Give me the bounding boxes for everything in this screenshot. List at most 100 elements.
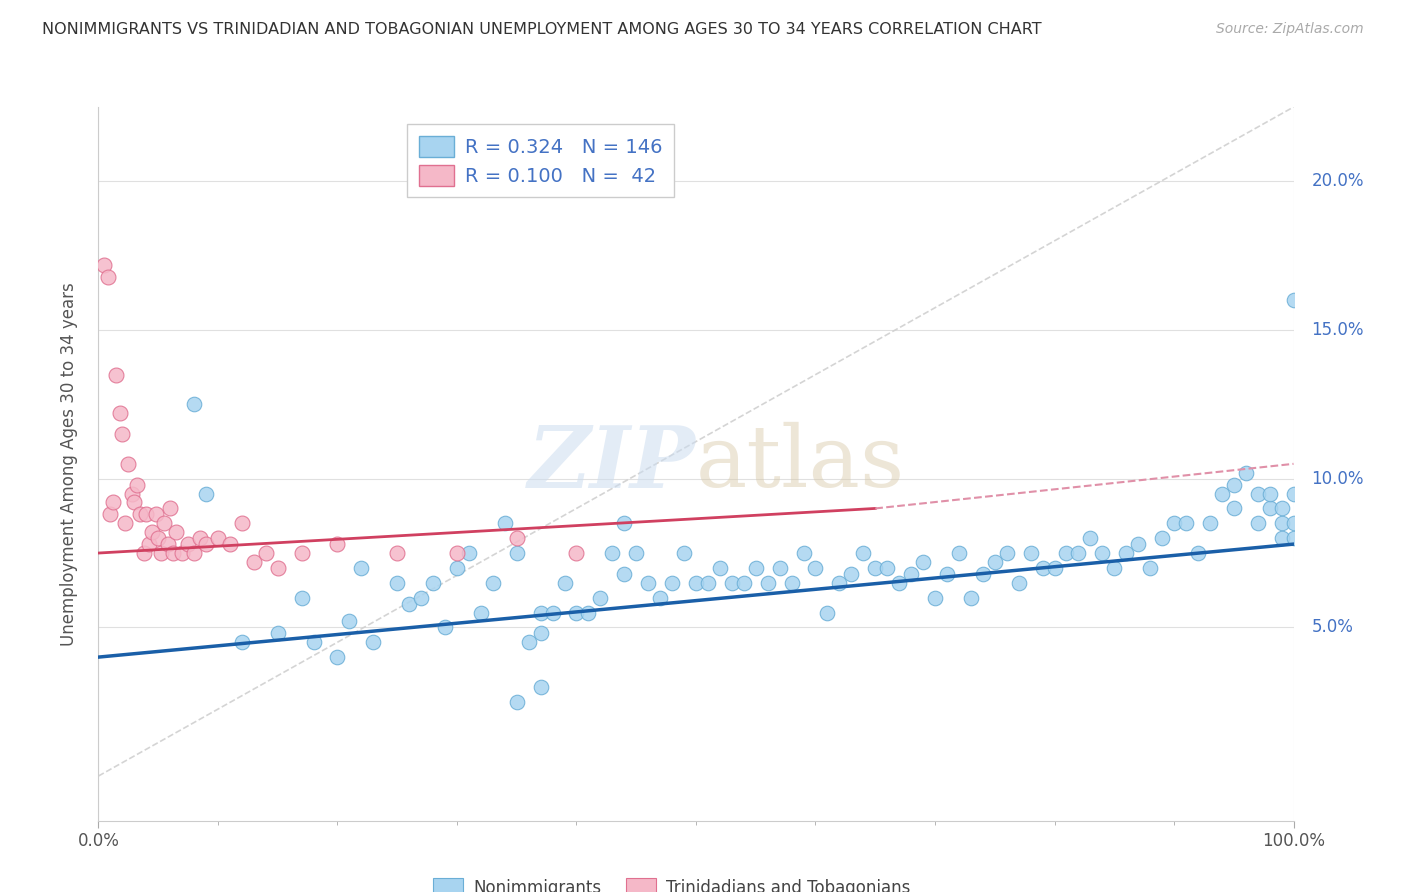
Point: [565, 606, 588, 620]
Point: [1198, 516, 1220, 531]
Point: [1175, 516, 1198, 531]
Point: [121, 486, 143, 500]
Point: [1282, 516, 1305, 531]
Point: [1019, 546, 1042, 560]
Point: [624, 546, 647, 560]
Point: [745, 561, 768, 575]
Point: [337, 615, 360, 629]
Point: [828, 575, 851, 590]
Point: [529, 680, 551, 694]
Point: [1271, 531, 1294, 545]
Point: [924, 591, 946, 605]
Point: [1054, 546, 1078, 560]
Point: [145, 508, 167, 522]
Point: [780, 575, 803, 590]
Point: [1128, 537, 1150, 551]
Point: [165, 525, 187, 540]
Text: NONIMMIGRANTS VS TRINIDADIAN AND TOBAGONIAN UNEMPLOYMENT AMONG AGES 30 TO 34 YEA: NONIMMIGRANTS VS TRINIDADIAN AND TOBAGON…: [42, 22, 1042, 37]
Point: [697, 575, 720, 590]
Point: [446, 546, 468, 560]
Point: [1150, 531, 1173, 545]
Point: [517, 635, 540, 649]
Point: [1282, 486, 1305, 500]
Point: [470, 606, 492, 620]
Point: [673, 546, 696, 560]
Point: [183, 546, 205, 560]
Point: [231, 516, 253, 531]
Point: [105, 368, 128, 382]
Point: [194, 537, 217, 551]
Point: [589, 591, 612, 605]
Point: [1115, 546, 1137, 560]
Point: [114, 516, 136, 531]
Point: [135, 508, 157, 522]
Point: [398, 597, 420, 611]
Point: [804, 561, 827, 575]
Point: [1258, 486, 1281, 500]
Point: [506, 695, 529, 709]
Point: [1067, 546, 1090, 560]
Point: [1271, 516, 1294, 531]
Point: [124, 495, 146, 509]
Point: [600, 546, 623, 560]
Point: [995, 546, 1018, 560]
Point: [149, 546, 172, 560]
Point: [153, 516, 176, 531]
Point: [1007, 575, 1029, 590]
Point: [900, 566, 922, 581]
Point: [183, 397, 205, 411]
Point: [138, 537, 160, 551]
Point: [350, 561, 373, 575]
Point: [648, 591, 672, 605]
Point: [111, 427, 134, 442]
Text: atlas: atlas: [696, 422, 905, 506]
Point: [565, 546, 588, 560]
Point: [983, 555, 1005, 569]
Point: [1211, 486, 1233, 500]
Point: [326, 650, 349, 665]
Point: [1246, 486, 1268, 500]
Point: [231, 635, 253, 649]
Point: [685, 575, 707, 590]
Point: [661, 575, 683, 590]
Point: [541, 606, 564, 620]
Point: [876, 561, 898, 575]
Point: [1282, 531, 1305, 545]
Point: [446, 561, 468, 575]
Point: [1258, 501, 1281, 516]
Point: [1222, 501, 1246, 516]
Point: [554, 575, 576, 590]
Point: [494, 516, 516, 531]
Point: [1271, 501, 1294, 516]
Text: 20.0%: 20.0%: [1312, 172, 1364, 190]
Point: [1163, 516, 1185, 531]
Point: [422, 575, 444, 590]
Point: [506, 546, 529, 560]
Point: [863, 561, 886, 575]
Point: [506, 531, 529, 545]
Point: [385, 575, 409, 590]
Point: [529, 626, 551, 640]
Point: [125, 477, 148, 491]
Point: [219, 537, 242, 551]
Point: [1091, 546, 1114, 560]
Point: [172, 546, 194, 560]
Point: [254, 546, 277, 560]
Point: [936, 566, 959, 581]
Point: [326, 537, 349, 551]
Point: [1246, 516, 1268, 531]
Point: [972, 566, 994, 581]
Point: [1282, 293, 1305, 308]
Point: [159, 501, 181, 516]
Point: [1187, 546, 1209, 560]
Point: [363, 635, 385, 649]
Point: [576, 606, 599, 620]
Point: [188, 531, 211, 545]
Point: [613, 516, 636, 531]
Point: [959, 591, 981, 605]
Point: [302, 635, 325, 649]
Point: [529, 606, 551, 620]
Point: [162, 546, 184, 560]
Point: [911, 555, 934, 569]
Point: [98, 508, 122, 522]
